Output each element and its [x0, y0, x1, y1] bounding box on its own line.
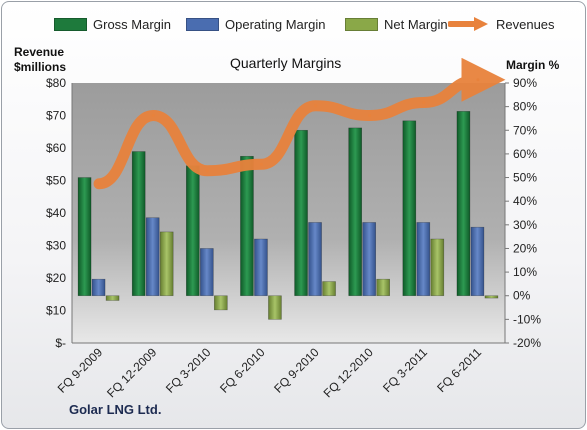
left-tick-label: $70	[46, 109, 66, 123]
revenues-point	[205, 169, 209, 173]
legend-swatch-operating-margin	[186, 17, 219, 31]
gross-margin-bar	[131, 151, 146, 297]
category-label: FQ 6-2011	[434, 345, 484, 395]
right-tick-label: 10%	[513, 265, 537, 279]
legend-swatch-net-margin	[345, 17, 378, 31]
left-tick-label: $30	[46, 239, 66, 253]
right-tick-label: 40%	[513, 194, 537, 208]
left-tick-label: $60	[46, 141, 66, 155]
right-tick-label: 90%	[513, 76, 537, 90]
net-margin-bar	[484, 295, 499, 299]
left-axis-title: Revenue $millions	[14, 45, 67, 74]
revenues-point	[314, 104, 318, 108]
operating-margin-bar	[145, 217, 160, 297]
legend-item-operating-margin: Operating Margin	[186, 14, 325, 34]
net-margin-bar	[105, 295, 120, 301]
net-margin-bar	[268, 295, 282, 320]
right-tick-label: 80%	[513, 100, 537, 114]
legend-swatch-gross-margin	[54, 17, 87, 31]
category-label: FQ 9-2009	[55, 345, 106, 396]
operating-margin-bar	[254, 238, 268, 297]
chart-title: Quarterly Margins	[230, 55, 342, 71]
legend-item-gross-margin: Gross Margin	[54, 14, 171, 34]
category-label: FQ 12-2010	[321, 345, 376, 400]
legend-item-revenues: Revenues	[448, 14, 555, 34]
right-tick-label: 60%	[513, 147, 537, 161]
left-tick-label: $40	[46, 206, 66, 220]
right-tick-label: 70%	[513, 123, 537, 137]
revenues-point	[476, 78, 480, 82]
legend-arrow-icon	[448, 17, 488, 31]
legend-label-gross-margin: Gross Margin	[93, 16, 172, 32]
left-tick-label: $80	[46, 76, 66, 90]
legend-label-operating-margin: Operating Margin	[225, 16, 326, 32]
net-margin-bar	[159, 231, 174, 297]
company-name: Golar LNG Ltd.	[69, 402, 162, 417]
category-label: FQ 3-2011	[380, 345, 430, 395]
left-tick-label: $10	[46, 304, 66, 318]
gross-margin-bar	[402, 120, 417, 297]
revenues-point	[97, 182, 101, 186]
legend: Gross Margin Operating Margin Net Margin…	[0, 14, 587, 34]
left-tick-label: $50	[46, 174, 66, 188]
right-tick-label: 50%	[513, 171, 537, 185]
gross-margin-bar	[456, 111, 471, 297]
net-margin-bar	[376, 278, 390, 297]
category-label: FQ 12-2009	[104, 345, 159, 400]
right-tick-label: 30%	[513, 218, 537, 232]
net-margin-bar	[430, 238, 445, 297]
net-margin-bar	[322, 281, 336, 297]
revenues-point	[422, 101, 426, 104]
revenues-point	[259, 162, 263, 166]
category-label: FQ 6-2010	[217, 345, 268, 396]
category-label: FQ 9-2010	[271, 345, 322, 396]
operating-margin-bar	[362, 222, 376, 297]
left-tick-label: $20	[46, 271, 66, 285]
right-tick-label: 0%	[513, 289, 531, 303]
operating-margin-bar	[91, 278, 106, 297]
operating-margin-bar	[416, 222, 431, 297]
right-tick-label: 20%	[513, 241, 537, 255]
gross-margin-bar	[348, 127, 362, 297]
left-tick-label: $-	[55, 336, 66, 350]
right-tick-label: -20%	[513, 336, 541, 350]
gross-margin-bar	[294, 129, 308, 297]
net-margin-bar	[214, 295, 228, 311]
revenues-point	[151, 114, 155, 117]
gross-margin-bar	[186, 165, 200, 297]
right-axis-title: Margin %	[506, 58, 560, 72]
right-tick-label: -10%	[513, 312, 541, 326]
gross-margin-bar	[77, 177, 92, 297]
operating-margin-bar	[470, 226, 485, 297]
operating-margin-bar	[200, 248, 214, 297]
category-label: FQ 3-2010	[163, 345, 214, 396]
revenues-point	[368, 114, 372, 117]
operating-margin-bar	[308, 222, 322, 297]
legend-label-revenues: Revenues	[496, 16, 555, 32]
legend-label-net-margin: Net Margin	[384, 16, 448, 32]
gross-margin-bar	[240, 155, 254, 297]
legend-item-net-margin: Net Margin	[345, 14, 448, 34]
